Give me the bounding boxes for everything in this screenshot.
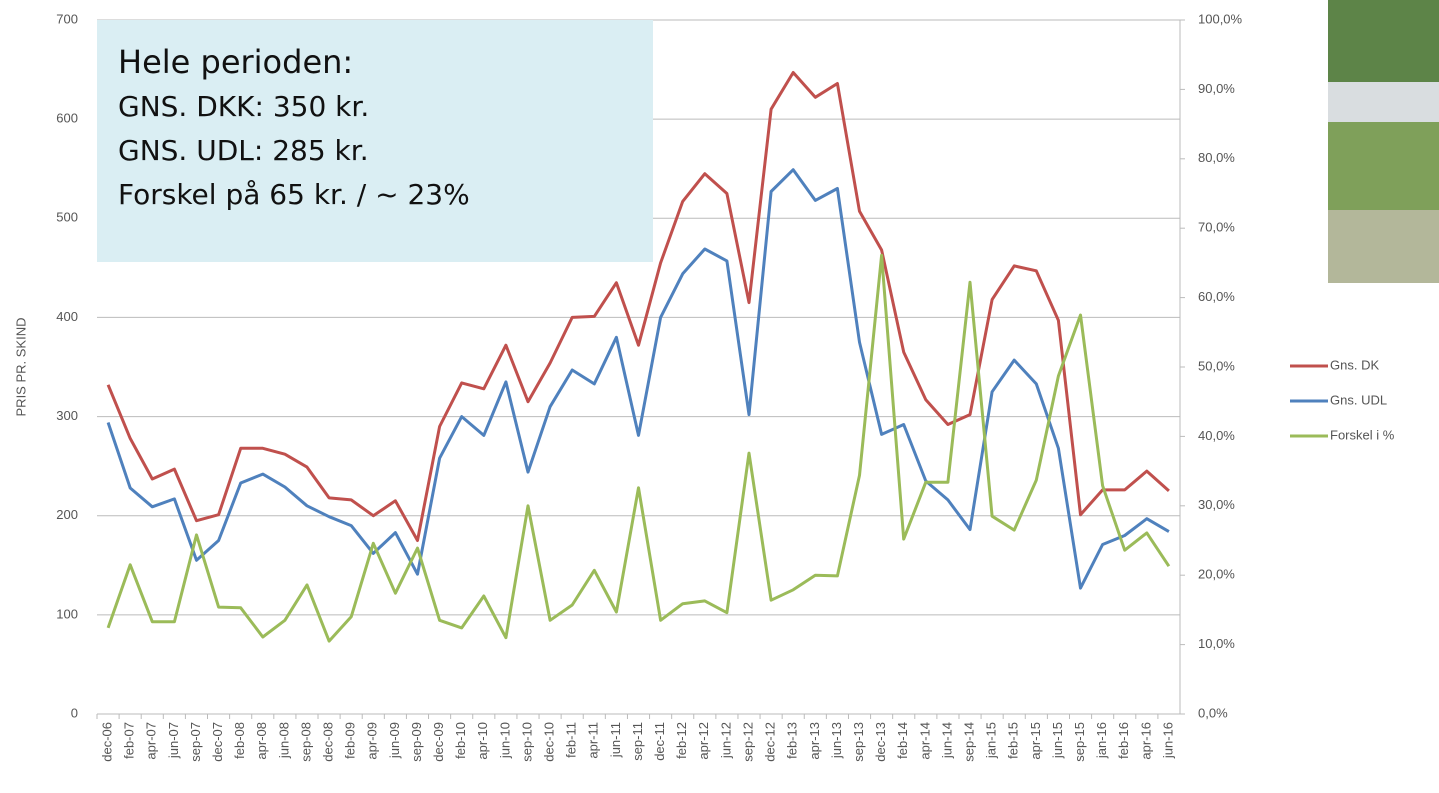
x-tick-label: jun-11 (608, 722, 623, 758)
y-tick-label: 0 (71, 705, 78, 720)
x-tick-label: feb-16 (1116, 722, 1131, 759)
x-tick-label: sep-09 (409, 722, 424, 762)
y2-tick-label: 80,0% (1198, 150, 1235, 165)
x-tick-label: feb-13 (785, 722, 800, 759)
legend-label: Forskel i % (1330, 427, 1395, 442)
x-tick-label: apr-09 (365, 722, 380, 760)
y-axis-label: PRIS PR. SKIND (13, 318, 28, 417)
x-tick-label: jan-15 (984, 722, 999, 759)
y2-tick-label: 100,0% (1198, 11, 1243, 26)
x-tick-label: apr-16 (1138, 722, 1153, 760)
photo (1328, 0, 1439, 283)
x-tick-label: jun-13 (829, 722, 844, 759)
x-tick-label: feb-08 (232, 722, 247, 759)
x-tick-label: sep-13 (851, 722, 866, 762)
x-tick-label: feb-12 (674, 722, 689, 759)
y2-tick-label: 40,0% (1198, 428, 1235, 443)
y2-tick-label: 20,0% (1198, 567, 1235, 582)
y-tick-label: 300 (56, 408, 78, 423)
x-tick-label: apr-12 (696, 722, 711, 760)
x-tick-label: jun-09 (387, 722, 402, 759)
x-tick-label: jun-15 (1050, 722, 1065, 759)
x-tick-label: sep-10 (519, 722, 534, 762)
x-tick-label: feb-10 (453, 722, 468, 759)
x-tick-label: dec-06 (99, 722, 114, 762)
x-tick-label: apr-08 (254, 722, 269, 760)
x-tick-label: apr-14 (917, 722, 932, 760)
x-tick-label: feb-11 (564, 722, 579, 758)
y-tick-label: 400 (56, 309, 78, 324)
y-tick-label: 100 (56, 606, 78, 621)
x-tick-label: jun-14 (939, 722, 954, 759)
x-tick-label: jun-08 (276, 722, 291, 759)
x-tick-label: sep-07 (188, 722, 203, 762)
x-tick-label: sep-08 (298, 722, 313, 762)
legend-label: Gns. UDL (1330, 392, 1387, 407)
x-tick-label: jun-07 (166, 722, 181, 759)
x-tick-label: sep-15 (1072, 722, 1087, 762)
y2-tick-label: 70,0% (1198, 220, 1235, 235)
y2-tick-label: 90,0% (1198, 81, 1235, 96)
y2-tick-label: 60,0% (1198, 289, 1235, 304)
x-tick-label: dec-07 (210, 722, 225, 762)
x-tick-label: sep-11 (630, 722, 645, 761)
chart: 0 100 200 300 400 500 600 700 0,0% 10,0% 20,0% 30,0… (0, 0, 1439, 793)
x-tick-label: feb-15 (1006, 722, 1021, 759)
x-tick-label: sep-12 (740, 722, 755, 762)
annotation-text: Hele perioden: (118, 43, 353, 81)
x-tick-label: jun-10 (497, 722, 512, 759)
x-tick-label: dec-12 (763, 722, 778, 762)
y-tick-label: 600 (56, 111, 78, 126)
x-tick-label: dec-08 (321, 722, 336, 762)
y2-tick-label: 0,0% (1198, 705, 1228, 720)
x-tick-label: apr-10 (475, 722, 490, 760)
x-tick-label: dec-10 (542, 722, 557, 762)
x-tick-label: dec-09 (431, 722, 446, 762)
x-tick-label: jan-16 (1094, 722, 1109, 759)
x-tick-label: apr-15 (1028, 722, 1043, 760)
y2-tick-label: 10,0% (1198, 636, 1235, 651)
legend-label: Gns. DK (1330, 357, 1379, 372)
y-tick-label: 500 (56, 210, 78, 225)
x-tick-label: apr-13 (807, 722, 822, 760)
x-tick-label: sep-14 (961, 722, 976, 762)
x-tick-label: feb-07 (122, 722, 137, 759)
y2-tick-label: 50,0% (1198, 358, 1235, 373)
x-tick-label: feb-14 (895, 722, 910, 759)
x-tick-label: jun-12 (718, 722, 733, 759)
annotation-text: Forskel på 65 kr. / ~ 23% (118, 178, 470, 211)
x-tick-label: dec-11 (652, 722, 667, 761)
y-tick-label: 700 (56, 11, 78, 26)
x-tick-label: jun-16 (1160, 722, 1175, 759)
annotation-text: GNS. UDL: 285 kr. (118, 134, 369, 167)
x-tick-label: apr-07 (144, 722, 159, 760)
x-tick-label: dec-13 (873, 722, 888, 762)
y2-tick-label: 30,0% (1198, 497, 1235, 512)
annotation-text: GNS. DKK: 350 kr. (118, 90, 369, 123)
x-tick-label: apr-11 (586, 722, 601, 759)
x-tick-label: feb-09 (343, 722, 358, 759)
y-tick-label: 200 (56, 507, 78, 522)
